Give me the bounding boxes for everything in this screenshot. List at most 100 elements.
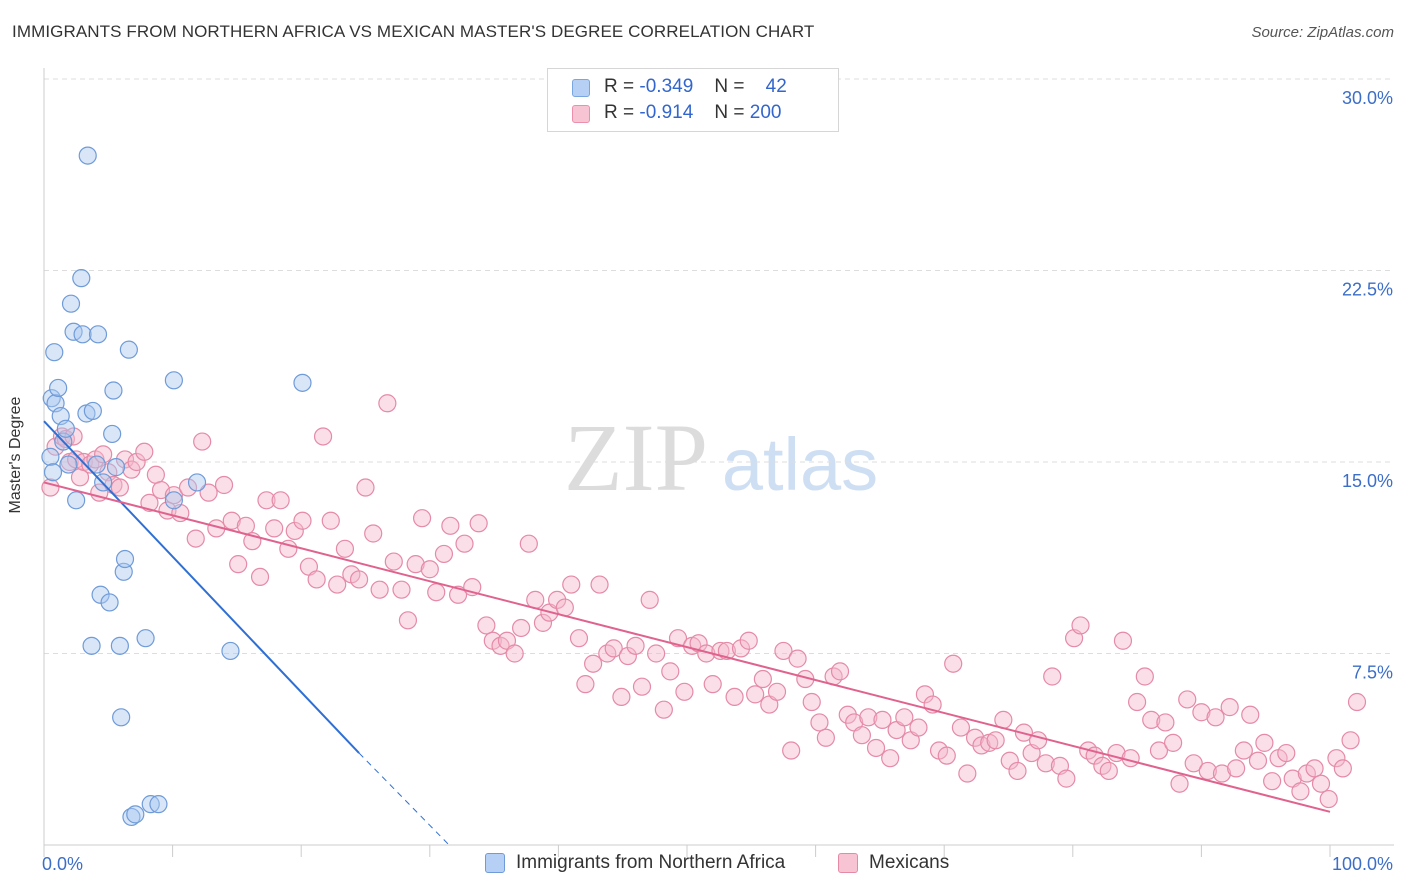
immigrants-point-24	[104, 381, 123, 400]
mexicans-point-156	[1099, 761, 1118, 781]
mexicans-point-72	[505, 644, 524, 663]
mexicans-point-166	[1170, 774, 1189, 793]
mexicans-point-116	[816, 728, 835, 747]
y-tick-label-2: 22.5%	[1342, 280, 1393, 300]
immigrants-point-2	[45, 343, 64, 362]
mexicans-point-73	[512, 618, 531, 638]
mexicans-point-191	[1347, 692, 1367, 712]
r-label: R =	[604, 102, 635, 123]
mexicans-point-61	[427, 583, 446, 602]
mexicans-point-32	[222, 511, 241, 530]
mexicans-point-123	[866, 738, 886, 758]
mexicans-point-93	[654, 700, 673, 719]
immigrants-point-12	[72, 269, 91, 288]
immigrants-point-37	[164, 491, 183, 510]
mexicans-point-53	[370, 580, 389, 599]
mexicans-point-26	[178, 478, 198, 497]
mexicans-point-28	[193, 432, 212, 451]
mexicans-point-42	[293, 511, 312, 530]
mexicans-point-12	[94, 445, 113, 464]
series-immigrants-northern-africa	[41, 146, 312, 827]
mexicans-point-87	[612, 687, 631, 707]
immigrants-point-7	[56, 419, 75, 438]
mexicans-point-52	[364, 524, 383, 543]
mexicans-point-88	[618, 646, 637, 666]
mexicans-point-183	[1291, 782, 1310, 801]
trend-line-mexicans	[43, 481, 1331, 813]
mexicans-point-111	[782, 741, 801, 760]
mexicans-point-56	[392, 580, 411, 599]
mexicans-point-170	[1198, 761, 1217, 781]
legend-swatch-pink	[838, 853, 858, 873]
mexicans-point-65	[455, 534, 474, 553]
mexicans-point-60	[420, 560, 439, 579]
mexicans-point-110	[774, 641, 793, 661]
mexicans-point-171	[1206, 708, 1225, 727]
immigrants-point-25	[106, 458, 126, 477]
mexicans-point-21	[146, 465, 165, 484]
mexicans-point-104	[731, 639, 751, 658]
n-value-immigrants: 42	[765, 76, 787, 97]
immigrants-point-15	[78, 146, 97, 165]
immigrants-point-13	[73, 325, 92, 344]
trend-line-immigrants-extension	[358, 752, 450, 846]
mexicans-point-178	[1255, 733, 1274, 752]
mexicans-point-41	[285, 521, 304, 541]
immigrants-point-22	[100, 593, 119, 612]
mexicans-point-18	[127, 452, 146, 472]
mexicans-point-90	[632, 677, 652, 696]
immigrants-point-8	[59, 455, 78, 474]
n-label: N =	[714, 102, 745, 123]
immigrants-point-34	[141, 795, 160, 814]
immigrants-point-36	[164, 371, 183, 390]
mexicans-point-51	[356, 478, 375, 497]
stats-swatch-blue	[572, 79, 590, 97]
mexicans-point-146	[1028, 731, 1048, 750]
mexicans-point-81	[569, 629, 589, 648]
mexicans-point-103	[725, 687, 744, 707]
mexicans-point-168	[1184, 754, 1203, 773]
mexicans-point-31	[214, 475, 234, 495]
mexicans-point-62	[434, 544, 454, 564]
tick-labels: 7.5% 15.0% 22.5% 30.0% 0.0% 100.0%	[42, 88, 1393, 874]
mexicans-point-84	[590, 575, 609, 594]
y-axis-label: Master's Degree	[7, 396, 24, 514]
immigrants-point-39	[221, 641, 240, 661]
mexicans-point-54	[378, 394, 397, 413]
mexicans-point-129	[909, 718, 928, 737]
mexicans-point-9	[81, 455, 100, 474]
mexicans-point-118	[830, 662, 850, 681]
mexicans-point-98	[689, 634, 708, 653]
watermark-zip: ZIP	[564, 404, 708, 511]
mexicans-point-29	[199, 483, 218, 502]
mexicans-point-175	[1234, 741, 1253, 760]
mexicans-point-163	[1149, 741, 1169, 760]
mexicans-point-125	[881, 749, 900, 768]
immigrants-point-29	[115, 549, 135, 569]
mexicans-point-102	[717, 641, 736, 661]
mexicans-point-186	[1311, 774, 1331, 793]
mexicans-point-173	[1220, 698, 1239, 717]
mexicans-point-115	[810, 713, 829, 732]
mexicans-point-91	[640, 590, 659, 609]
mexicans-point-19	[135, 442, 154, 461]
mexicans-point-5	[64, 427, 83, 446]
mexicans-point-160	[1127, 692, 1147, 712]
mexicans-point-176	[1241, 705, 1260, 724]
immigrants-point-19	[88, 325, 108, 344]
mexicans-point-48	[335, 539, 355, 558]
immigrants-point-30	[119, 340, 138, 359]
mexicans-point-190	[1341, 731, 1360, 750]
mexicans-point-181	[1277, 743, 1296, 763]
legend-swatch-blue	[485, 853, 505, 873]
mexicans-point-159	[1121, 749, 1140, 768]
axes	[43, 68, 1394, 857]
mexicans-point-63	[441, 516, 460, 535]
mexicans-point-162	[1142, 710, 1161, 729]
mexicans-point-114	[802, 692, 821, 712]
immigrants-point-16	[82, 636, 101, 655]
mexicans-point-59	[412, 509, 432, 528]
mexicans-point-179	[1263, 772, 1282, 791]
y-tick-label-1: 15.0%	[1342, 471, 1393, 491]
